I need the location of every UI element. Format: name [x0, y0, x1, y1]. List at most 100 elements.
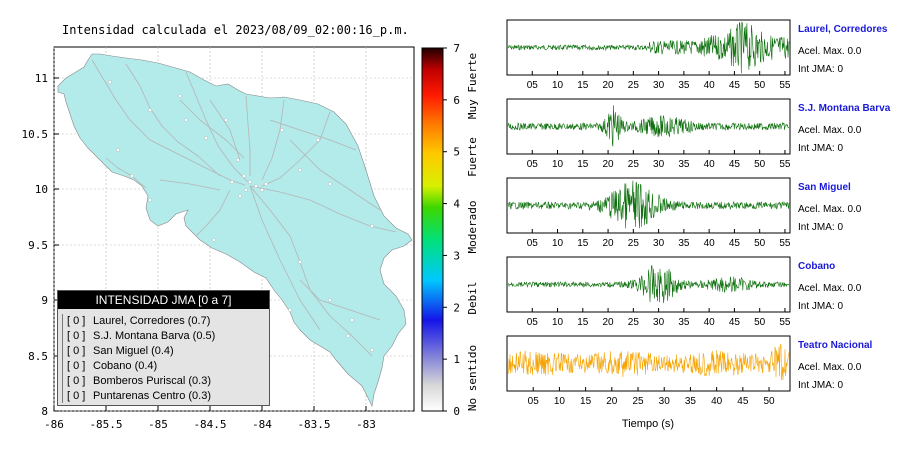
waveform-xlabel: Tiempo (s): [622, 418, 674, 430]
waveform-tick-label: 25: [628, 80, 640, 91]
map-x-tick-label: -83.5: [297, 418, 330, 431]
waveform-tick-label: 45: [729, 238, 741, 249]
waveform-tick-label: 10: [552, 317, 564, 328]
waveform-tick-label: 25: [628, 317, 640, 328]
city-marker: [242, 174, 246, 178]
colorbar-tick-label: 5: [453, 146, 460, 159]
road: [185, 71, 249, 183]
waveform-tick-label: 20: [603, 80, 615, 91]
city-marker: [204, 136, 208, 140]
colorbar-category-label: Moderado: [466, 201, 479, 254]
city-marker: [148, 108, 152, 112]
map-y-tick-label: 9.5: [28, 239, 48, 252]
city-marker: [288, 308, 292, 312]
legend-item-level: [ 0 ]: [67, 344, 86, 357]
road: [299, 279, 381, 321]
road: [245, 95, 251, 176]
costa-rica-land: [57, 53, 413, 407]
waveform-tick-label: 10: [552, 238, 564, 249]
road: [105, 157, 147, 189]
waveform-tick-label: 40: [704, 80, 716, 91]
legend-item-name: San Miguel (0.4): [93, 344, 174, 357]
road: [91, 59, 246, 186]
city-marker: [280, 128, 284, 132]
city-marker: [264, 182, 268, 186]
city-marker: [254, 184, 258, 188]
city-marker: [370, 348, 374, 352]
legend-item-name: Laurel, Corredores (0.7): [93, 315, 211, 327]
city-marker: [178, 94, 182, 98]
waveform-tick-label: 55: [779, 159, 791, 170]
city-marker: [350, 318, 354, 322]
colorbar-tick-label: 1: [453, 353, 460, 366]
waveform-panel: 05 10 15 20 25 30 35 40 45 50: [506, 335, 791, 407]
legend-list: [ 0 ] Laurel, Corredores (0.7) [ 0 ] S.J. M…: [62, 314, 269, 404]
waveform-tick-label: 35: [678, 159, 690, 170]
colorbar-tick-label: 3: [453, 249, 460, 262]
city-marker: [316, 138, 320, 142]
map-x-tick-label: -84: [252, 418, 272, 431]
waveform-tick-label: 45: [737, 396, 749, 407]
waveform-trace: [507, 343, 790, 381]
road: [125, 63, 221, 177]
waveform-tick-label: 55: [779, 238, 791, 249]
waveform-tick-label: 05: [527, 80, 539, 91]
city-marker: [346, 334, 350, 338]
legend-item: [ 0 ] Puntarenas Centro (0.3): [67, 389, 269, 404]
waveform-tick-label: 10: [554, 396, 566, 407]
waveform-tick-label: 40: [711, 396, 723, 407]
waveform-tick-label: 10: [552, 159, 564, 170]
waveform-trace: [507, 21, 790, 74]
waveform-panel: 05 10 15 20 25 30 35 40 45 50 55: [506, 177, 791, 249]
city-marker: [130, 174, 134, 178]
waveform-tick-label: 55: [779, 317, 791, 328]
road: [261, 99, 285, 181]
road: [249, 185, 373, 357]
city-marker: [148, 198, 152, 202]
city-marker: [224, 118, 228, 122]
colorbar-tick-label: 0: [453, 405, 460, 418]
waveform-tick-label: 20: [603, 317, 615, 328]
legend-item-name: Puntarenas Centro (0.3): [93, 389, 212, 402]
road: [289, 139, 381, 211]
waveform-tick-label: 15: [577, 238, 589, 249]
city-marker: [230, 180, 234, 184]
colorbar-tick-label: 2: [453, 301, 460, 314]
intensity-legend: INTENSIDAD JMA [0 a 7] [ 0 ] Laurel, Corr…: [57, 290, 270, 406]
city-marker: [370, 224, 374, 228]
legend-item: [ 0 ] Cobano (0.4): [67, 359, 269, 374]
waveform-tick-label: 50: [754, 80, 766, 91]
waveform-frame: [506, 177, 791, 234]
legend-item: [ 0 ] San Miguel (0.4): [67, 344, 269, 359]
waveform-tick-label: 50: [754, 159, 766, 170]
city-marker: [184, 118, 188, 122]
map-y-tick-label: 8: [41, 405, 48, 418]
station-acel-max: Acel. Max. 0.0: [798, 204, 862, 215]
city-markers: [108, 80, 374, 352]
waveform-tick-label: 35: [678, 317, 690, 328]
station-int-jma: Int JMA: 0: [798, 64, 844, 75]
city-marker: [244, 188, 248, 192]
city-marker: [108, 80, 112, 84]
colorbar-category-label: Muy Fuerte: [466, 53, 479, 119]
legend-item: [ 0 ] S.J. Montana Barva (0.5): [67, 329, 269, 344]
colorbar-tick-label: 4: [453, 198, 460, 211]
colorbar-category-label: Debil: [466, 281, 479, 314]
map-y-tick-label: 9: [41, 294, 48, 307]
city-marker: [212, 238, 216, 242]
waveform-tick-label: 40: [704, 238, 716, 249]
legend-item-name: Cobano (0.4): [93, 359, 158, 372]
waveform-trace: [507, 105, 790, 147]
station-name: Cobano: [798, 261, 836, 272]
station-name: Laurel, Corredores: [798, 24, 888, 35]
station-acel-max: Acel. Max. 0.0: [798, 362, 862, 373]
waveform-tick-label: 30: [659, 396, 671, 407]
waveform-tick-label: 45: [729, 159, 741, 170]
waveform-tick-label: 20: [606, 396, 618, 407]
map-y-tick-label: 10: [35, 183, 48, 196]
waveform-tick-label: 15: [577, 317, 589, 328]
station-int-jma: Int JMA: 0: [798, 222, 844, 233]
waveform-panel: 05 10 15 20 25 30 35 40 45 50 55: [506, 98, 791, 170]
road: [249, 185, 397, 233]
